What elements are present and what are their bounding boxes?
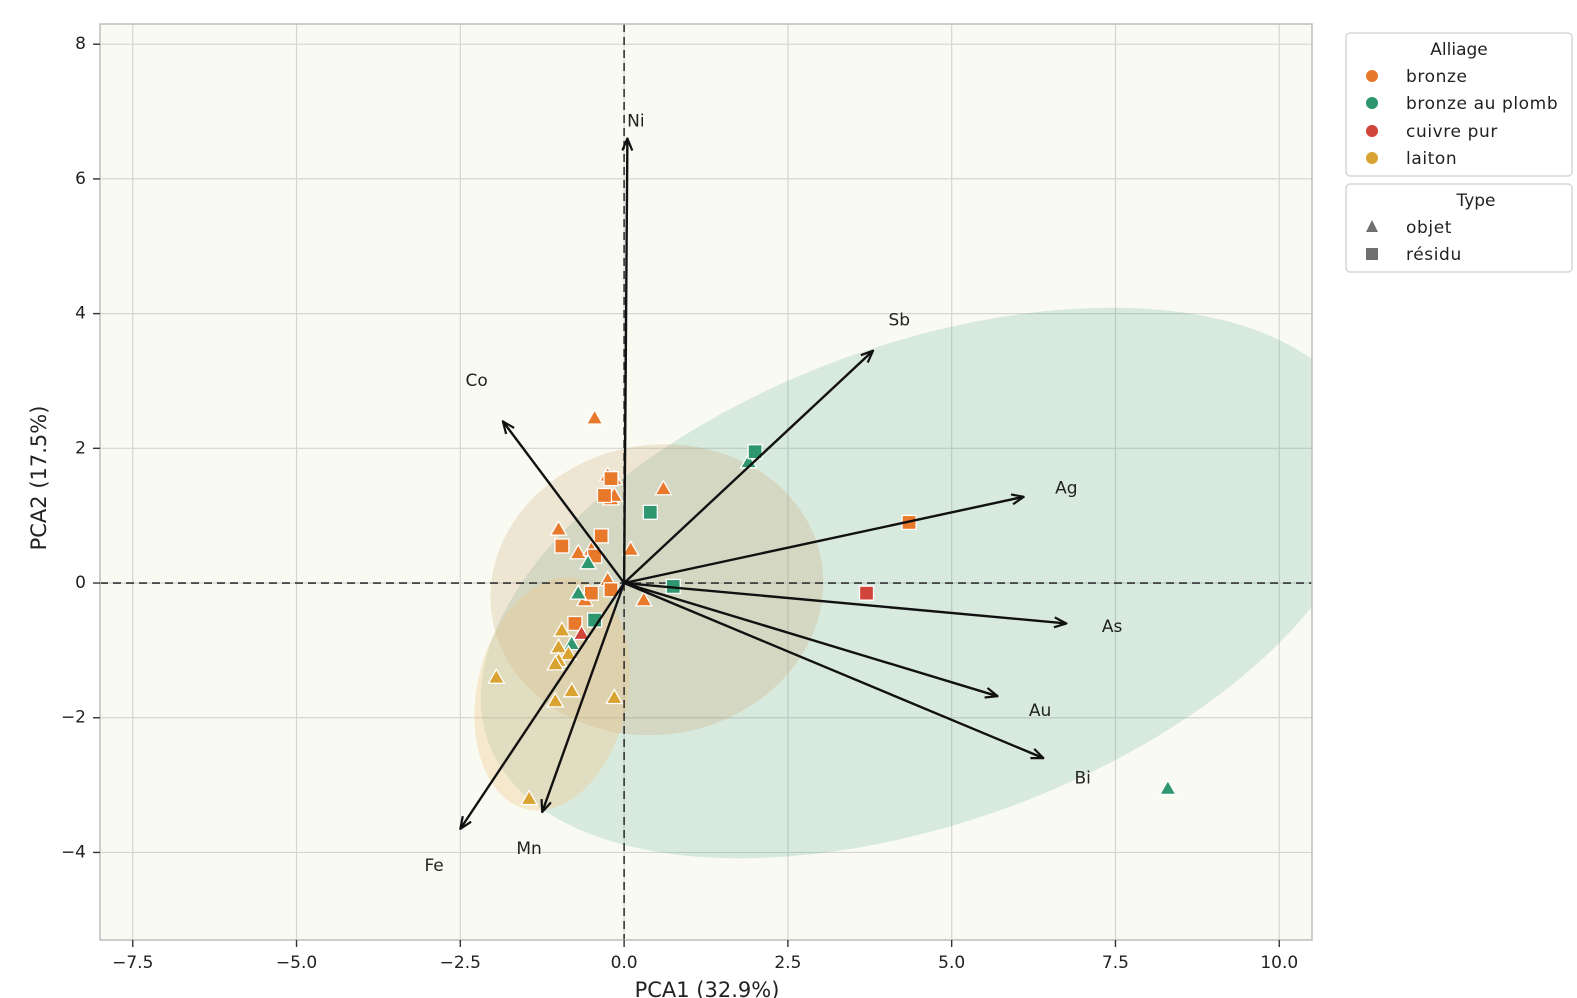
legend-label-objet: objet (1406, 218, 1452, 238)
y-tick-label-6: 8 (75, 34, 86, 54)
loading-vectors: Ni Sb Co Ag As Au Bi Fe Mn (424, 112, 1122, 876)
ellipse-laiton (474, 577, 630, 811)
loading-label-sb: Sb (888, 310, 910, 330)
point-laiton-objet-7 (546, 691, 565, 708)
legend-marker-bronze (1366, 70, 1378, 82)
point-bronze-au-plomb-residu-0 (747, 444, 763, 460)
point-laiton-objet-2 (559, 644, 578, 661)
point-bronze-au-plomb-objet-2 (569, 583, 588, 600)
point-bronze-objet-9 (621, 540, 640, 557)
x-tick-label-4: 2.5 (774, 953, 801, 973)
legend-marker-objet (1366, 220, 1378, 232)
loading-arrow-au (623, 581, 997, 696)
point-bronze-residu-3 (593, 528, 609, 544)
legend-type-title: Type (1455, 191, 1495, 211)
x-tick-label-6: 7.5 (1102, 953, 1129, 973)
x-tick-label-3: 0.0 (611, 953, 638, 973)
point-bronze-objet-0 (585, 408, 604, 425)
point-bronze-objet-6 (549, 519, 568, 536)
point-bronze-objet-7 (569, 543, 588, 560)
y-tick-label-0: −4 (61, 842, 86, 862)
legend-label-cuivre-pur: cuivre pur (1406, 122, 1498, 142)
point-bronze-objet-5 (654, 479, 673, 496)
point-laiton-objet-4 (546, 654, 565, 671)
y-tick-label-5: 6 (75, 169, 86, 189)
y-tick-label-3: 2 (75, 438, 86, 458)
point-bronze-residu-2 (554, 538, 570, 554)
loading-arrow-fe (460, 582, 626, 829)
point-laiton-objet-0 (552, 620, 571, 637)
loading-label-as: As (1102, 617, 1123, 637)
legend-marker-residu (1366, 248, 1378, 260)
x-axis-title: PCA1 (32.9%) (635, 978, 780, 998)
loading-label-ag: Ag (1055, 479, 1077, 499)
legend-marker-bronze-au-plomb (1366, 97, 1378, 109)
loading-label-mn: Mn (516, 839, 541, 859)
legend-marker-cuivre-pur (1366, 125, 1378, 137)
point-bronze-residu-7 (567, 615, 583, 632)
point-bronze-au-plomb-objet-4 (1158, 779, 1177, 796)
legend-type: Type objet résidu (1345, 183, 1573, 273)
x-tick-label-7: 10.0 (1260, 953, 1298, 973)
point-bronze-residu-5 (603, 582, 619, 598)
legend-marker-laiton (1366, 152, 1378, 164)
y-tick-label-4: 4 (75, 304, 86, 324)
legend-label-laiton: laiton (1406, 149, 1457, 169)
y-tick-label-2: 0 (75, 573, 86, 593)
loading-label-ni: Ni (627, 112, 644, 132)
point-bronze-residu-0 (596, 487, 613, 504)
x-tick-label-5: 5.0 (938, 953, 965, 973)
loading-arrow-as (623, 581, 1066, 623)
loading-label-au: Au (1029, 701, 1051, 721)
plot-area-background (100, 24, 1312, 940)
x-tick-label-2: −2.5 (440, 953, 481, 973)
data-points (487, 408, 1177, 806)
point-bronze-objet-13 (634, 590, 653, 607)
legend-alliage-frame (1345, 32, 1573, 177)
x-tick-label-1: −5.0 (276, 953, 317, 973)
y-axis-title: PCA2 (17.5%) (27, 406, 51, 551)
point-bronze-au-plomb-objet-1 (578, 553, 598, 570)
point-laiton-objet-8 (605, 688, 624, 705)
x-tick-label-0: −7.5 (112, 953, 153, 973)
loading-arrow-bi (623, 581, 1043, 760)
legend-type-frame (1345, 183, 1573, 273)
loading-label-bi: Bi (1075, 768, 1091, 788)
loading-arrow-ag (623, 497, 1024, 585)
point-laiton-objet-9 (519, 789, 539, 806)
point-laiton-objet-6 (562, 681, 581, 698)
loading-label-fe: Fe (424, 856, 443, 876)
legend-alliage-title: Alliage (1430, 40, 1487, 60)
point-cuivre-pur-residu-0 (858, 585, 875, 601)
legend-label-residu: résidu (1406, 245, 1462, 265)
legend-alliage: Alliage bronze bronze au plomb cuivre pu… (1345, 32, 1573, 177)
point-bronze-residu-1 (603, 470, 619, 487)
loading-label-co: Co (466, 371, 488, 391)
point-cuivre-pur-objet-0 (572, 624, 591, 641)
x-axis: −7.5 −5.0 −2.5 0.0 2.5 5.0 7.5 10.0 (112, 940, 1298, 973)
legend-label-bronze-au-plomb: bronze au plomb (1406, 94, 1558, 114)
point-bronze-au-plomb-residu-1 (642, 504, 658, 520)
loading-arrow-co (503, 421, 626, 584)
point-laiton-objet-5 (487, 668, 506, 684)
loading-arrow-sb (623, 351, 873, 584)
legend-label-bronze: bronze (1406, 67, 1468, 87)
point-bronze-residu-6 (583, 585, 600, 601)
y-tick-label-1: −2 (61, 708, 86, 728)
plot-frame (99, 23, 1313, 941)
loading-arrow-ni (624, 139, 627, 584)
loading-arrow-mn (542, 582, 626, 812)
y-axis: −4 −2 0 2 4 6 8 (61, 34, 100, 862)
